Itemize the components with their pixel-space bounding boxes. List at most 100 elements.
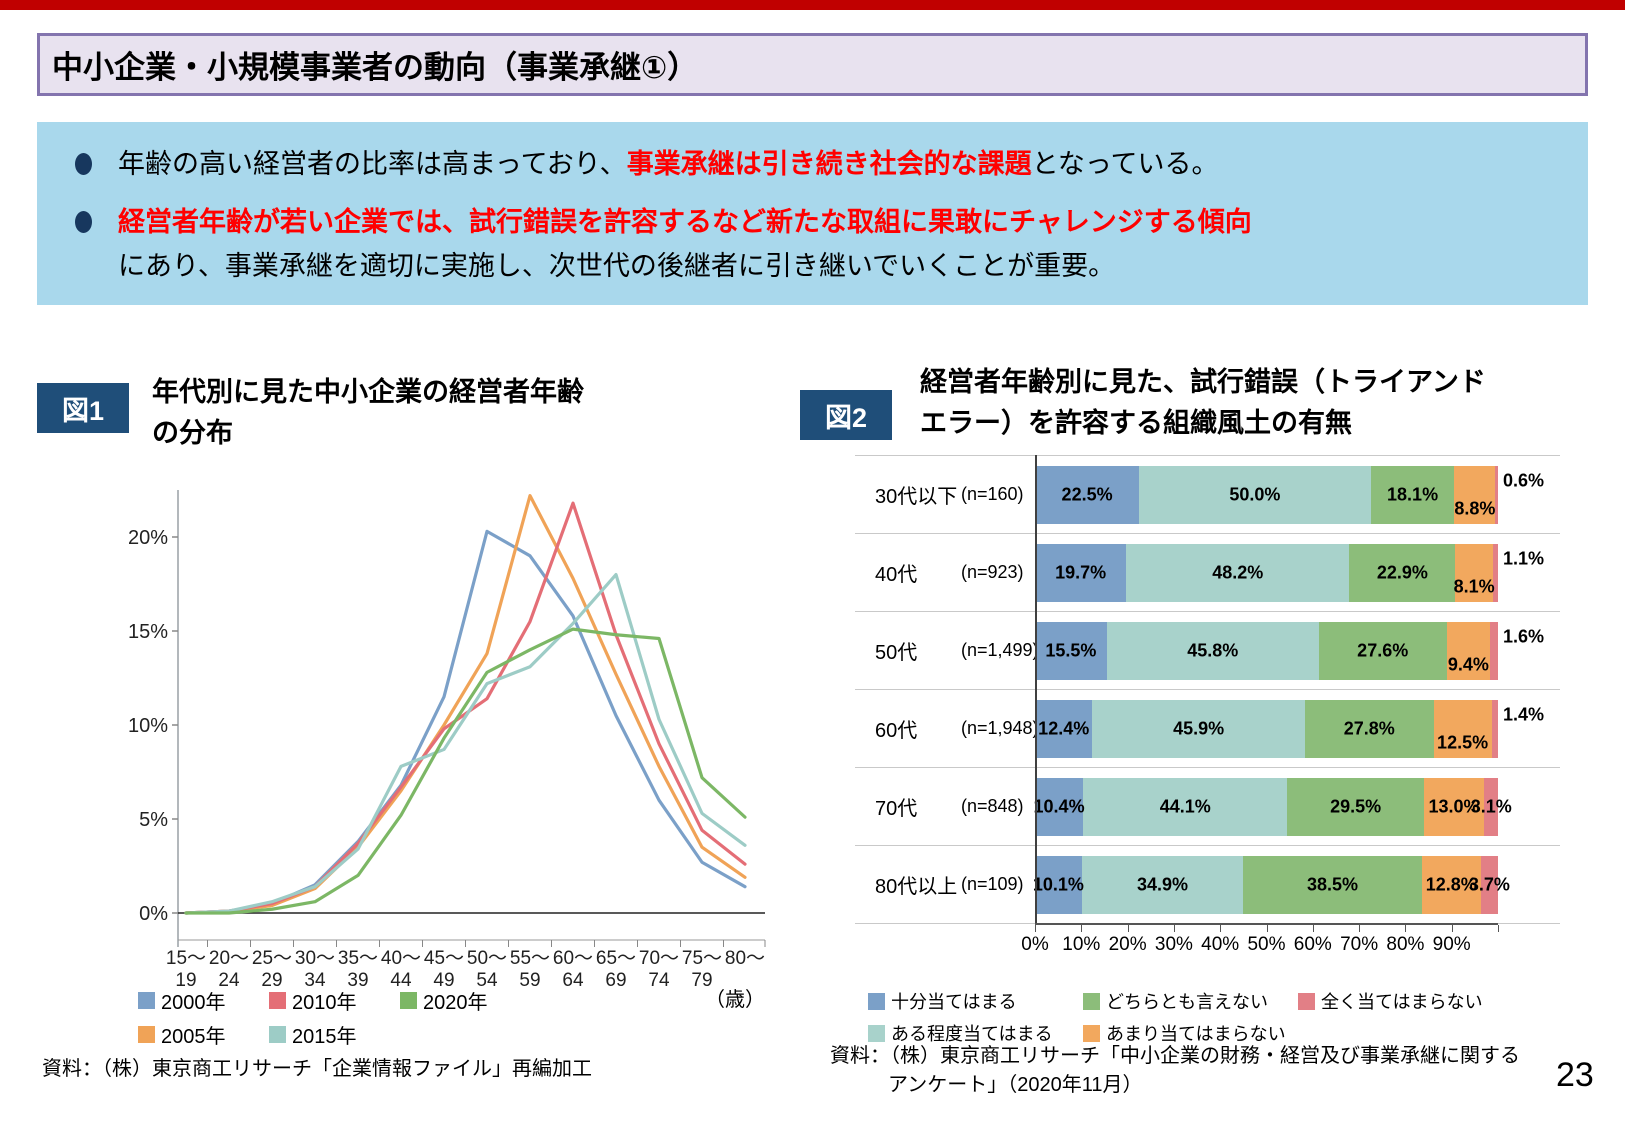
x-tick-label: 45〜 — [424, 948, 464, 969]
bar-row: 60代 (n=1,948) 12.4% 45.9% 27.8% 12.5% 1.4% — [855, 689, 1560, 767]
legend-item: 2010年 — [269, 986, 400, 1015]
bar-row: 40代 (n=923) 19.7% 48.2% 22.9% 8.1% 1.1% — [855, 533, 1560, 611]
fig1-legend: 2000年 2010年 2020年 2005年 2015年 — [138, 986, 531, 1049]
bar-segment — [1035, 778, 1084, 836]
x-tick-label: 54 — [476, 970, 498, 991]
bar-rows: 30代以下 (n=160) 22.5% 50.0% 18.1% 8.8% 0.6% 40代 (n… — [855, 455, 1560, 924]
stacked-bar: 10.4% 44.1% 29.5% 13.0% 3.1% — [1034, 778, 1512, 836]
x-tick — [1173, 925, 1175, 932]
bullet-icon — [75, 153, 92, 175]
summary-line: 経営者年齢が若い企業では、試行錯誤を許容するなど新たな取組に果敢にチャレンジする… — [37, 200, 1588, 244]
legend-label: どちらとも言えない — [1106, 992, 1268, 1012]
bar-segment — [1243, 856, 1422, 914]
x-tick-label: 15〜 — [166, 948, 206, 969]
fig1-source: 資料：（株）東京商工リサーチ「企業情報ファイル」再編加工 — [42, 1058, 592, 1080]
fig2-source: 資料：（株）東京商工リサーチ「中小企業の財務・経営及び事業承継に関する アンケー… — [830, 1042, 1520, 1100]
row-label: 80代以上 — [875, 876, 958, 898]
slide-header: 中小企業・小規模事業者の動向（事業承継①） — [37, 33, 1588, 96]
legend-label: 十分当てはまる — [891, 992, 1017, 1012]
bar-segment — [1446, 622, 1491, 680]
line-chart-svg: 0% 5% 10% 15% 20% 15〜19 20〜24 25〜29 30〜34 35〜39 40… — [128, 490, 766, 991]
bar-row: 50代 (n=1,499) 15.5% 45.8% 27.6% 9.4% 1.6% — [855, 611, 1560, 689]
row-sample-size: (n=1,499) — [961, 640, 1039, 660]
stacked-bar: 10.1% 34.9% 38.5% 12.8% 3.7% — [1033, 856, 1510, 914]
series-line-2015年 — [184, 573, 747, 915]
bar-segment — [1491, 700, 1498, 758]
legend-label: 2000年 — [161, 992, 226, 1014]
fig1-title: 年代別に見た中小企業の経営者年齢 の分布 — [152, 377, 584, 448]
legend-label: 2010年 — [292, 992, 357, 1014]
row-sample-size: (n=1,948) — [961, 718, 1039, 738]
bar-segment — [1035, 466, 1140, 524]
bar-segment — [1349, 544, 1456, 602]
x-tick-label: 39 — [347, 970, 368, 991]
bar-segment — [1433, 700, 1492, 758]
x-tick-label: 20〜 — [209, 948, 249, 969]
bar-value-label: 22.5% — [1061, 484, 1113, 505]
bar-segment — [1480, 856, 1498, 914]
fig2-source-line2: アンケート」（2020年11月） — [888, 1074, 1143, 1096]
fig1-line-chart: 0% 5% 10% 15% 20% 15〜 19 20〜 24 25〜 29 30〜 34 35〜 39 40… — [120, 440, 770, 1000]
x-tick-label: 35〜 — [338, 948, 378, 969]
legend-swatch — [1083, 1024, 1100, 1042]
x-tick-label: 65〜 — [596, 948, 636, 969]
x-tick — [1127, 925, 1129, 932]
stacked-bar: 22.5% 50.0% 18.1% 8.8% 0.6% — [1035, 466, 1544, 524]
bar-value-label: 1.1% — [1503, 548, 1545, 569]
legend-swatch — [400, 992, 417, 1009]
x-tick-label: 90% — [1432, 934, 1471, 955]
row-sample-size: (n=923) — [961, 562, 1024, 582]
x-tick-label: 49 — [433, 970, 454, 991]
bar-value-label: 1.6% — [1503, 626, 1545, 647]
row-sample-size: (n=109) — [961, 874, 1024, 894]
x-tick-label: 79 — [691, 970, 712, 991]
x-tick-label: 30% — [1154, 934, 1193, 955]
x-tick-label: 10% — [1062, 934, 1101, 955]
bar-segment — [1035, 544, 1127, 602]
bar-value-label: 1.4% — [1503, 704, 1545, 725]
bar-value-label: 38.5% — [1306, 874, 1358, 895]
page-number: 23 — [1556, 1056, 1594, 1094]
legend-item: 全く当てはまらない — [1298, 988, 1483, 1014]
legend-swatch — [1298, 992, 1315, 1010]
body-text: 年齢の高い経営者の比率は高まっており、 — [118, 149, 627, 179]
x-tick-label: 60% — [1293, 934, 1332, 955]
x-tick-label: 60〜 — [553, 948, 593, 969]
bar-segment — [1370, 466, 1455, 524]
bar-segment — [1423, 778, 1484, 836]
x-tick-label: 30〜 — [295, 948, 335, 969]
bar-value-label: 22.9% — [1376, 562, 1428, 583]
x-tick — [1220, 925, 1222, 932]
legend-swatch — [269, 1026, 286, 1043]
x-tick — [1081, 925, 1083, 932]
y-tick-label: 5% — [139, 809, 168, 831]
bar-value-label: 45.8% — [1187, 640, 1239, 661]
bar-segment — [1081, 856, 1244, 914]
emphasis-text: 経営者年齢が若い企業では、試行錯誤を許容するなど新たな取組に果敢にチャレンジする… — [118, 207, 1252, 237]
row-label: 30代以下 — [875, 486, 958, 508]
fig2-badge: 図2 — [800, 390, 892, 440]
bar-value-label: 9.4% — [1447, 654, 1489, 675]
bar-value-label: 50.0% — [1229, 484, 1281, 505]
x-tick — [1498, 925, 1499, 932]
legend-item: 2000年 — [138, 986, 269, 1015]
row-label: 50代 — [875, 642, 918, 664]
bar-segment — [1454, 466, 1496, 524]
bar-segment — [1106, 622, 1319, 680]
x-tick — [1359, 925, 1361, 932]
x-tick-label: 20% — [1108, 934, 1147, 955]
row-sample-size: (n=848) — [961, 796, 1024, 816]
y-tick-label: 15% — [128, 621, 168, 643]
x-tick-label: 75〜 — [682, 948, 722, 969]
x-tick-label: 64 — [562, 970, 584, 991]
x-tick — [1035, 925, 1036, 932]
bar-segment — [1304, 700, 1434, 758]
bar-segment — [1318, 622, 1447, 680]
row-label: 40代 — [875, 564, 918, 586]
bar-segment — [1287, 778, 1424, 836]
bar-value-label: 45.9% — [1173, 718, 1225, 739]
bar-value-label: 15.5% — [1045, 640, 1097, 661]
bar-segment — [1126, 544, 1350, 602]
legend-swatch — [269, 992, 286, 1009]
x-tick-label: 24 — [218, 970, 240, 991]
